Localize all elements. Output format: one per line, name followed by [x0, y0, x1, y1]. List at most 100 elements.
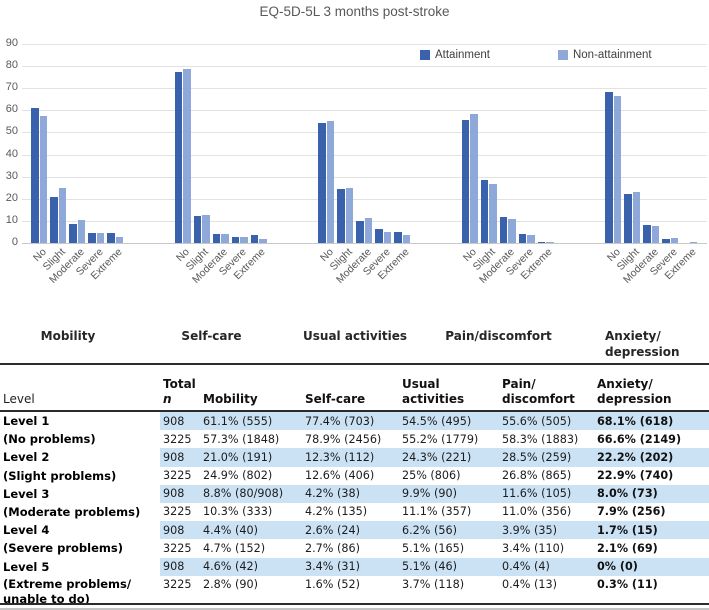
data-cell: 77.4% (703)	[302, 412, 399, 431]
bar-attainment	[356, 221, 364, 243]
data-cell: 0.4% (4)	[499, 557, 594, 576]
gridline-50	[22, 132, 707, 134]
y-tick-label: 20	[5, 191, 18, 204]
data-cell: 7.9% (256)	[597, 505, 666, 519]
y-tick-label: 40	[5, 147, 18, 160]
data-cell: 1.6% (52)	[305, 578, 360, 592]
bar-group-0	[31, 44, 123, 243]
total-n-cell: 908	[160, 484, 200, 503]
legend-item-attainment: Attainment	[420, 49, 490, 61]
data-cell: 28.5% (259)	[499, 448, 594, 467]
bar-attainment	[499, 217, 507, 243]
bar-pair	[337, 44, 353, 243]
y-tick-label: 10	[5, 213, 18, 226]
bar-attainment	[480, 179, 488, 243]
data-cell: 2.7% (86)	[305, 541, 360, 555]
data-cell: 4.2% (38)	[302, 484, 399, 503]
bar-pair	[174, 44, 191, 243]
bar-non-attainment	[240, 237, 248, 243]
total-n-cell: 908	[160, 521, 200, 540]
dimension-label-line: depression	[605, 345, 680, 359]
bar-non-attainment	[115, 236, 123, 243]
level-title: Level 3	[3, 486, 50, 501]
gridline-0	[22, 243, 707, 244]
data-cell: 8.8% (80/908)	[200, 484, 302, 503]
bar-non-attainment	[364, 218, 372, 243]
data-cell: 61.1% (555)	[200, 412, 302, 431]
gridline-60	[22, 110, 707, 112]
header-line1: Pain/	[502, 377, 536, 391]
y-tick-label: 50	[5, 125, 18, 138]
data-cell: 4.6% (42)	[200, 557, 302, 576]
bar-pair	[499, 44, 516, 243]
bar-attainment	[50, 196, 58, 243]
bar-pair	[231, 44, 248, 243]
bar-pair	[107, 44, 123, 243]
dimension-label: Mobility	[40, 329, 96, 343]
bar-attainment	[394, 231, 402, 243]
bar-non-attainment	[527, 235, 535, 243]
total-n-cell: 3225	[163, 432, 192, 446]
total-n-cell: 908	[160, 448, 200, 467]
bar-non-attainment	[508, 218, 516, 243]
header-cell-discomfort: Pain/discomfort	[499, 365, 594, 410]
data-cell: 0% (0)	[594, 557, 709, 576]
level-label: Level 2 (Slight problems)	[0, 448, 160, 484]
bar-attainment	[643, 225, 651, 243]
header-line2: discomfort	[502, 391, 575, 406]
bar-attainment	[193, 215, 201, 243]
bar-attainment	[375, 229, 383, 243]
bar-non-attainment	[383, 231, 391, 243]
bar-pair	[318, 44, 334, 243]
data-cell: 12.3% (112)	[302, 448, 399, 467]
bar-group-3	[461, 44, 554, 243]
gridline-90	[22, 44, 707, 45]
header-line1: Total	[163, 377, 196, 391]
data-cell: 11.0% (356)	[502, 505, 572, 519]
bar-pair	[193, 44, 210, 243]
gridline-30	[22, 176, 707, 178]
bar-non-attainment	[613, 95, 621, 243]
header-cell-n: Total n	[160, 365, 200, 410]
y-tick-label: 60	[5, 103, 18, 116]
data-cell: 11.1% (357)	[402, 505, 472, 519]
total-n-cell: 908	[160, 412, 200, 431]
bar-attainment	[461, 120, 469, 243]
header-line2: activities	[402, 391, 465, 406]
bar-non-attainment	[96, 232, 104, 243]
bar-attainment	[212, 233, 220, 243]
bar-non-attainment	[651, 225, 659, 243]
y-tick-label: 0	[11, 236, 18, 248]
data-cell: 78.9% (2456)	[305, 432, 382, 446]
bar-attainment	[69, 223, 77, 243]
bar-non-attainment	[183, 68, 191, 243]
data-cell: 5.1% (46)	[399, 557, 499, 576]
attainment-swatch-icon	[420, 50, 430, 60]
level-label: Level 3 (Moderate problems)	[0, 485, 160, 521]
y-tick-label: 80	[5, 59, 18, 72]
data-cell: 22.9% (740)	[597, 469, 674, 483]
bar-non-attainment	[470, 114, 478, 243]
data-cell: 66.6% (2149)	[597, 432, 682, 446]
bar-group-4	[605, 44, 697, 243]
level-sublabel: (Slight problems)	[3, 468, 117, 483]
header-line2: depression	[597, 391, 672, 406]
bar-pair	[480, 44, 497, 243]
bar-attainment	[231, 237, 239, 243]
data-cell: 9.9% (90)	[399, 484, 499, 503]
data-cell: 25% (806)	[402, 469, 461, 483]
level-sublabel: (Moderate problems)	[3, 504, 141, 519]
bar-pair	[356, 44, 372, 243]
table-header: Level Total n Mobility Self-care Usual activit…	[0, 363, 709, 412]
bar-pair	[250, 44, 267, 243]
data-cell: 3.7% (118)	[402, 578, 465, 592]
bar-attainment	[250, 235, 258, 243]
bar-non-attainment	[689, 242, 697, 243]
bar-pair	[643, 44, 659, 243]
bar-non-attainment	[546, 242, 554, 243]
bar-attainment	[662, 239, 670, 243]
data-cell: 12.6% (406)	[305, 469, 375, 483]
header-line2: Self-care	[305, 391, 366, 406]
header-line1: Usual	[402, 377, 440, 391]
